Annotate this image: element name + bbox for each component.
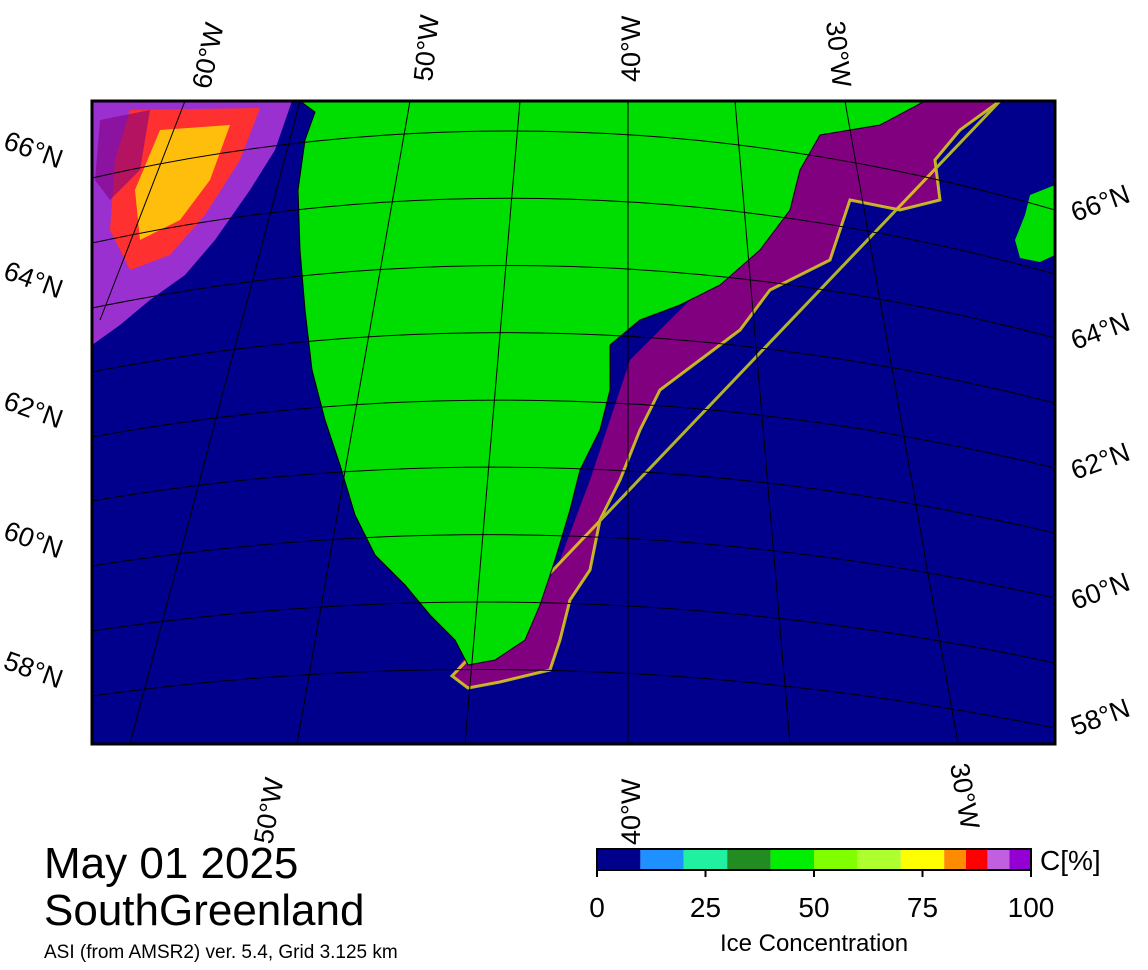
right-lat-label: 64°N [1067,307,1134,356]
colorbar-segment [987,849,1010,870]
colorbar-tick-label: 0 [589,892,605,923]
ice-edge [449,101,1002,690]
west-ice-purple [95,110,150,200]
top-lon-label: 40°W [616,15,646,82]
colorbar-segment [944,849,966,870]
colorbar-label: Ice Concentration [720,930,908,957]
bottom-lon-label: 50°W [248,775,289,846]
region-title: SouthGreenland [44,886,364,935]
map-frame [90,99,1057,746]
west-ice-yellow [135,125,230,240]
colorbar-segment [965,849,988,870]
top-lon-label: 50°W [408,13,445,83]
colorbar-segment [597,849,641,870]
right-lat-label: 66°N [1067,179,1134,228]
iceland [1015,185,1055,262]
colorbar-tick-label: 100 [1008,892,1055,923]
east-sea-ice [452,101,1000,688]
colorbar-segment [770,849,814,870]
date-title: May 01 2025 [44,839,298,888]
colorbar-tick-label: 25 [690,892,721,923]
left-lat-label: 64°N [0,255,67,304]
colorbar-segment [1009,849,1031,870]
colorbar-segment [683,849,728,870]
bottom-lon-label: 40°W [616,778,646,845]
colorbar-segment [857,849,901,870]
colorbar-segment [727,849,771,870]
colorbar: 0 25 50 75 100 [589,848,1055,923]
right-lat-label: 60°N [1067,567,1134,616]
greenland [297,101,926,666]
bottom-lon-label: 30°W [944,761,985,832]
colorbar-tick-label: 75 [907,892,938,923]
colorbar-segment [814,849,858,870]
left-lat-label: 62°N [0,385,67,434]
right-lat-label: 62°N [1067,437,1134,486]
left-lat-label: 58°N [0,645,67,694]
colorbar-segment [640,849,684,870]
left-lat-label: 60°N [0,515,67,564]
right-lat-label: 58°N [1067,693,1134,742]
top-lon-label: 60°W [187,20,230,92]
colorbar-segment [900,849,945,870]
map-area [92,101,1055,744]
colorbar-tick-label: 50 [798,892,829,923]
top-lon-label: 30°W [820,19,857,89]
colorbar-unit: C[%] [1040,845,1101,876]
graticule [92,101,1055,744]
product-info: ASI (from AMSR2) ver. 5.4, Grid 3.125 km [44,942,398,963]
left-lat-label: 66°N [0,125,67,174]
